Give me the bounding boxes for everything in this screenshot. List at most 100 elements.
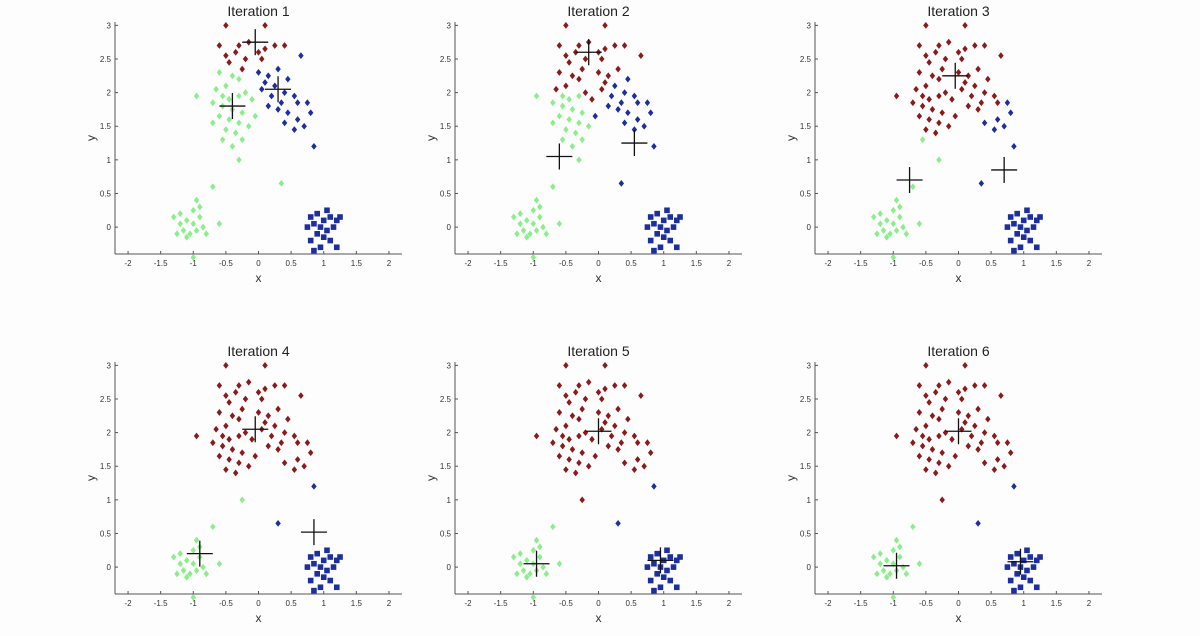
centroid-marker xyxy=(575,39,602,66)
data-point-blue xyxy=(1037,214,1043,220)
data-point-red xyxy=(926,58,932,66)
data-point-red xyxy=(232,388,239,396)
scatter-panel-5: Iteration 5 -2 -1.5 -1 -0.5 0 0.5 1 1.5 2 0 0.5 1 1.5… xyxy=(424,343,742,625)
data-point-blue xyxy=(317,244,324,251)
y-tick-label: 2.5 xyxy=(440,55,452,64)
y-tick-label: 1.5 xyxy=(800,122,812,131)
centroid-marker xyxy=(523,550,550,577)
data-point-blue xyxy=(1033,244,1040,251)
x-tick-label: 2 xyxy=(387,259,392,268)
data-point-blue xyxy=(670,564,677,570)
data-point-blue xyxy=(621,119,628,127)
data-point-red xyxy=(602,45,608,53)
data-point-red xyxy=(972,382,978,389)
data-point-blue xyxy=(1004,224,1011,230)
data-point-green xyxy=(524,233,530,241)
x-tick-label: -1.5 xyxy=(854,259,868,268)
data-point-red xyxy=(291,466,298,473)
data-point-green xyxy=(216,220,223,228)
data-point-red xyxy=(968,432,975,440)
data-point-red xyxy=(236,432,242,440)
data-point-green xyxy=(170,213,177,221)
data-point-blue xyxy=(1027,214,1034,220)
centroid-marker xyxy=(1007,548,1034,575)
y-tick-label: 2.5 xyxy=(100,395,112,404)
data-point-red xyxy=(242,55,249,63)
data-point-red xyxy=(236,42,242,49)
data-point-red xyxy=(232,48,239,56)
data-point-green xyxy=(530,206,536,214)
x-tick-label: -0.5 xyxy=(559,599,573,608)
data-point-green xyxy=(559,102,566,110)
data-point-red xyxy=(304,439,311,447)
data-point-green xyxy=(537,213,543,221)
data-point-blue xyxy=(281,89,288,97)
data-point-blue xyxy=(265,102,272,110)
x-tick-label: -2 xyxy=(464,259,472,268)
y-tick-label: 2 xyxy=(807,89,812,98)
data-point-red xyxy=(926,116,932,123)
data-point-blue xyxy=(1024,547,1030,554)
data-point-red xyxy=(569,72,576,80)
data-point-red xyxy=(985,415,991,423)
data-point-blue xyxy=(664,567,670,574)
data-point-blue xyxy=(314,571,321,577)
data-point-red xyxy=(644,439,651,447)
data-point-green xyxy=(550,523,556,531)
data-point-green xyxy=(576,92,582,100)
data-point-green xyxy=(524,216,530,224)
data-point-green xyxy=(540,223,546,231)
data-point-red xyxy=(955,409,962,416)
data-point-blue xyxy=(320,557,327,564)
data-point-red xyxy=(563,361,569,369)
data-point-red xyxy=(595,409,602,416)
data-point-blue xyxy=(1011,143,1017,150)
data-point-green xyxy=(203,570,210,578)
data-point-blue xyxy=(651,587,657,594)
data-point-green xyxy=(916,560,923,568)
data-point-blue xyxy=(647,214,654,220)
data-point-red xyxy=(926,398,932,406)
data-point-blue xyxy=(1011,220,1017,227)
data-point-green xyxy=(900,563,906,571)
data-point-blue xyxy=(1007,214,1014,220)
data-point-green xyxy=(193,567,200,574)
centroid-marker xyxy=(647,547,674,574)
data-point-blue xyxy=(673,244,680,251)
data-point-green xyxy=(572,129,579,137)
data-point-blue xyxy=(1017,584,1024,591)
data-point-blue xyxy=(1014,571,1021,577)
data-point-green xyxy=(537,553,543,561)
data-point-green xyxy=(884,233,890,241)
data-point-blue xyxy=(667,237,674,244)
y-tick-label: 0 xyxy=(107,223,112,232)
x-tick-label: 0.5 xyxy=(626,259,638,268)
y-tick-label: 1 xyxy=(807,156,812,165)
data-point-red xyxy=(621,42,628,49)
data-point-blue xyxy=(330,224,337,230)
data-point-blue xyxy=(327,214,334,220)
data-point-red xyxy=(942,429,949,437)
data-point-red xyxy=(572,388,579,396)
data-point-red xyxy=(559,432,566,440)
data-point-green xyxy=(213,85,219,93)
data-point-red xyxy=(223,52,229,60)
data-point-red xyxy=(929,412,936,420)
centroid-marker xyxy=(896,167,923,194)
data-point-red xyxy=(916,452,923,460)
y-tick-label: 3 xyxy=(807,361,812,370)
data-point-red xyxy=(959,85,965,93)
data-point-red xyxy=(608,432,615,440)
data-point-green xyxy=(245,122,252,130)
centroid-marker xyxy=(883,552,910,579)
data-point-red xyxy=(553,85,559,93)
data-point-blue xyxy=(262,79,268,86)
data-point-green xyxy=(184,216,190,224)
data-point-blue xyxy=(337,554,343,560)
data-point-red xyxy=(923,126,929,133)
data-point-green xyxy=(870,213,877,221)
data-point-green xyxy=(226,95,232,103)
data-point-red xyxy=(962,45,968,53)
data-point-green xyxy=(517,560,523,568)
data-point-red xyxy=(285,415,291,423)
